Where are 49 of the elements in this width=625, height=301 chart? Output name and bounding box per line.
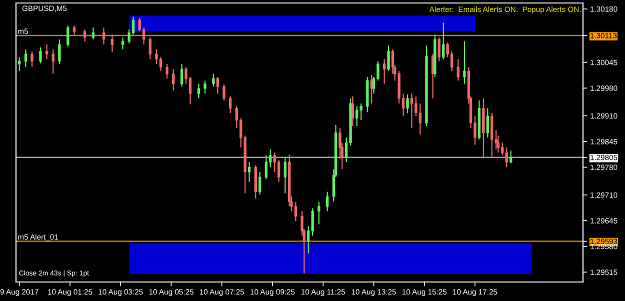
- candlestick: [456, 58, 460, 82]
- candlestick: [18, 56, 21, 72]
- candlestick: [326, 191, 329, 212]
- candlestick: [248, 162, 251, 182]
- candlestick: [24, 48, 28, 68]
- candlestick: [155, 48, 158, 64]
- candlestick: [39, 46, 42, 64]
- candlestick: [222, 84, 226, 101]
- candlestick: [318, 201, 320, 225]
- candlestick: [52, 48, 54, 74]
- candlestick: [410, 93, 414, 129]
- candlestick: [83, 28, 86, 42]
- candlestick: [228, 96, 232, 114]
- candlestick: [159, 56, 162, 72]
- candlestick: [387, 44, 390, 72]
- candlestick: [102, 26, 106, 46]
- candlestick: [204, 80, 206, 94]
- candlestick: [510, 150, 512, 164]
- candlestick: [212, 73, 215, 88]
- candlestick: [284, 156, 286, 194]
- candlestick: [438, 36, 440, 62]
- candlestick: [258, 171, 262, 196]
- candlestick: [66, 25, 70, 48]
- candlestick: [406, 94, 409, 114]
- candlestick: [382, 58, 386, 84]
- candlestick: [418, 102, 422, 136]
- candlestick: [148, 36, 152, 60]
- candlestick: [121, 36, 124, 50]
- candlestick: [294, 201, 298, 222]
- candlestick: [172, 68, 175, 92]
- candlestick: [72, 25, 76, 36]
- candlestick: [110, 34, 114, 53]
- candlestick: [45, 44, 48, 60]
- candlestick: [442, 22, 445, 60]
- candlestick: [58, 38, 61, 64]
- candlestick: [463, 40, 466, 84]
- candlestick: [360, 102, 362, 121]
- candlestick: [216, 76, 219, 94]
- candlestick: [351, 96, 354, 127]
- candlestick: [486, 108, 489, 138]
- candlestick: [505, 146, 508, 168]
- candlestick: [490, 112, 494, 158]
- candlestick: [264, 154, 268, 180]
- candlestick: [356, 106, 358, 127]
- candlestick: [92, 26, 95, 40]
- candlestick: [197, 83, 200, 99]
- candlestick: [166, 63, 168, 80]
- candlestick: [30, 50, 34, 68]
- candlestick: [180, 63, 184, 88]
